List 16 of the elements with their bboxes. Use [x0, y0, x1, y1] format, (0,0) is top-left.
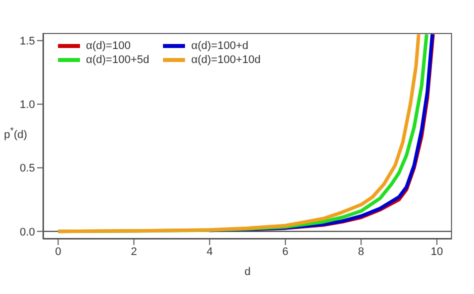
legend-label: α(d)=100+10d [191, 54, 261, 66]
x-axis-title: d [244, 266, 251, 278]
x-tick-label: 6 [282, 246, 288, 258]
legend-label: α(d)=100 [86, 40, 131, 52]
legend-label: α(d)=100+5d [86, 54, 150, 66]
x-tick-label: 8 [358, 246, 364, 258]
y-axis-title: p$^{*}$(d) [4, 125, 28, 141]
x-tick-label: 4 [206, 246, 213, 258]
x-tick-label: 10 [430, 246, 443, 258]
y-tick-label: 1.0 [20, 99, 35, 112]
y-tick-label: 0.5 [20, 162, 35, 175]
x-tick-label: 2 [130, 246, 137, 258]
y-tick-label: 0.0 [20, 226, 35, 238]
x-tick-label: 0 [55, 246, 62, 258]
y-tick-label: 1.5 [20, 36, 35, 48]
legend-label: α(d)=100+d [191, 40, 248, 52]
